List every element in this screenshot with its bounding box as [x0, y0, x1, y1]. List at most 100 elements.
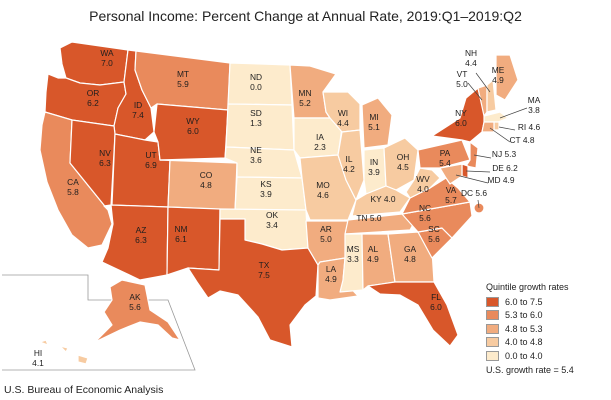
state-abbr-al: AL [368, 244, 379, 254]
legend-swatch [486, 310, 499, 321]
state-abbr-ne: NE [250, 145, 262, 155]
state-pa [417, 139, 471, 169]
state-ct [481, 121, 495, 133]
state-abbr-or: OR [87, 88, 100, 98]
legend-swatch [486, 337, 499, 348]
state-mi [361, 97, 393, 149]
us-growth-rate-note: U.S. growth rate = 5.4 [486, 364, 574, 375]
legend-label: 4.8 to 5.3 [505, 323, 543, 334]
state-abbr-la: LA [326, 264, 337, 274]
legend-swatch [486, 350, 499, 361]
state-value-or: 6.2 [87, 98, 99, 108]
state-nh [486, 79, 497, 113]
state-value-ar: 5.0 [320, 234, 332, 244]
state-abbr-co: CO [200, 170, 213, 180]
legend-label: 6.0 to 7.5 [505, 296, 543, 307]
state-value-la: 4.9 [325, 274, 337, 284]
state-ri [493, 121, 500, 131]
state-abbr-ks: KS [260, 179, 272, 189]
state-fl [367, 281, 459, 347]
leader-line-nh [475, 72, 491, 93]
state-value-nv: 6.3 [99, 158, 111, 168]
state-value-hi: 4.1 [32, 358, 44, 368]
leader-line-de [465, 170, 491, 173]
state-label-nj: NJ 5.3 [492, 149, 517, 159]
state-co [159, 159, 238, 211]
state-label-md: MD 4.9 [488, 175, 515, 185]
state-abbr-wy: WY [186, 116, 200, 126]
state-abbr-nh: NH [465, 48, 477, 58]
state-value-in: 3.9 [368, 167, 380, 177]
state-abbr-mn: MN [298, 88, 311, 98]
state-abbr-wa: WA [100, 48, 114, 58]
state-value-vt: 5.0 [456, 79, 468, 89]
state-abbr-ga: GA [404, 244, 417, 254]
legend-label: 4.0 to 4.8 [505, 337, 543, 348]
state-ga [387, 231, 435, 283]
state-abbr-va: VA [446, 185, 457, 195]
state-abbr-ok: OK [266, 210, 279, 220]
state-value-ma: 3.8 [528, 105, 540, 115]
state-label-ky: KY 4.0 [371, 194, 396, 204]
legend-label: 5.3 to 6.0 [505, 310, 543, 321]
state-value-mn: 5.2 [299, 98, 311, 108]
state-abbr-ny: NY [455, 108, 467, 118]
state-value-co: 4.8 [200, 180, 212, 190]
state-abbr-mi: MI [369, 112, 378, 122]
state-abbr-tx: TX [259, 260, 270, 270]
state-abbr-sc: SC [428, 224, 440, 234]
legend-item: 4.0 to 4.8 [486, 336, 608, 350]
state-abbr-oh: OH [397, 152, 410, 162]
state-abbr-sd: SD [250, 108, 262, 118]
state-abbr-mt: MT [177, 69, 189, 79]
state-value-ok: 3.4 [266, 220, 278, 230]
state-value-mo: 4.6 [317, 190, 329, 200]
state-value-pa: 5.4 [439, 158, 451, 168]
state-me [495, 54, 519, 101]
state-value-me: 4.9 [492, 75, 504, 85]
state-abbr-az: AZ [136, 225, 147, 235]
legend-title: Quintile growth rates [486, 282, 569, 292]
state-abbr-nm: NM [174, 224, 187, 234]
state-abbr-fl: FL [431, 292, 441, 302]
legend-item: 5.3 to 6.0 [486, 309, 608, 323]
state-label-tn: TN 5.0 [356, 213, 381, 223]
legend: Quintile growth rates 6.0 to 7.5 5.3 to … [486, 282, 608, 375]
state-value-wy: 6.0 [187, 126, 199, 136]
state-value-nm: 6.1 [175, 234, 187, 244]
legend-swatch [486, 296, 499, 307]
state-abbr-il: IL [346, 154, 353, 164]
state-label-ct: CT 4.8 [510, 135, 535, 145]
state-abbr-pa: PA [440, 148, 451, 158]
state-value-ms: 3.3 [347, 254, 359, 264]
state-abbr-vt: VT [457, 69, 468, 79]
state-value-ut: 6.9 [145, 160, 157, 170]
state-value-wi: 4.4 [337, 118, 349, 128]
state-label-dc: DC 5.6 [461, 188, 487, 198]
leader-line-dc [477, 199, 480, 209]
leader-line-ct [489, 127, 511, 143]
state-md [439, 163, 463, 185]
state-value-tx: 7.5 [258, 270, 270, 280]
state-abbr-nv: NV [99, 148, 111, 158]
state-nv [69, 119, 116, 211]
legend-item: 0.0 to 4.0 [486, 349, 608, 363]
source-credit: U.S. Bureau of Economic Analysis [4, 384, 164, 396]
state-label-ri: RI 4.6 [518, 122, 541, 132]
state-label-de: DE 6.2 [492, 163, 518, 173]
state-abbr-id: ID [134, 100, 142, 110]
state-abbr-ia: IA [316, 132, 324, 142]
state-value-nc: 5.6 [419, 213, 431, 223]
state-value-sc: 5.6 [428, 234, 440, 244]
state-value-mt: 5.9 [177, 79, 189, 89]
state-abbr-ca: CA [67, 177, 79, 187]
state-abbr-me: ME [492, 65, 505, 75]
state-value-nh: 4.4 [465, 58, 477, 68]
state-value-wv: 4.0 [417, 184, 429, 194]
state-abbr-ak: AK [129, 292, 141, 302]
leader-line-nj [473, 154, 492, 159]
state-wa [59, 41, 129, 86]
state-ak [94, 279, 181, 343]
legend-item: 4.8 to 5.3 [486, 322, 608, 336]
